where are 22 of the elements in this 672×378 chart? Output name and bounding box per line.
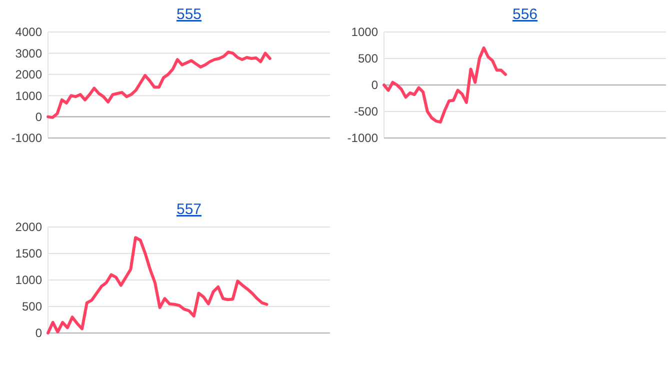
y-tick-label: -1000: [347, 131, 378, 146]
y-tick-label: 3000: [15, 46, 42, 60]
line-series: [46, 50, 272, 119]
y-tick-label: 1500: [15, 246, 42, 261]
y-tick-label: 500: [358, 52, 378, 66]
y-tick-label: -1000: [11, 131, 42, 146]
chart-title: 555: [176, 6, 202, 23]
y-tick-label: 2000: [15, 68, 42, 82]
y-tick-label: 0: [371, 78, 378, 92]
y-tick-label: -500: [354, 104, 378, 119]
chart-title: 556: [512, 6, 538, 23]
y-tick-label: 0: [35, 326, 42, 340]
y-tick-label: 1000: [351, 25, 378, 40]
y-tick-label: 1000: [15, 273, 42, 288]
line-series: [46, 236, 268, 334]
y-tick-label: 0: [35, 110, 42, 124]
y-tick-label: 500: [22, 300, 42, 314]
y-tick-label: 1000: [15, 88, 42, 103]
y-tick-label: 4000: [15, 25, 42, 40]
line-series: [382, 46, 507, 124]
chart-title: 557: [176, 201, 202, 218]
y-tick-label: 2000: [15, 220, 42, 234]
